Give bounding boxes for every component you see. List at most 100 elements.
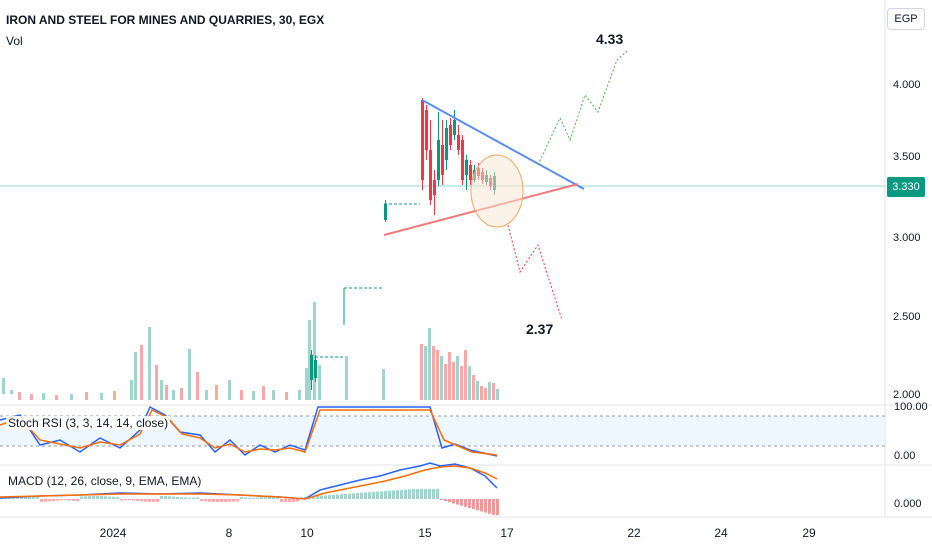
macd-bar	[376, 491, 379, 499]
macd-bar	[332, 494, 335, 499]
macd-bar	[112, 496, 115, 499]
volume-bar	[345, 356, 348, 400]
candle-body	[437, 140, 440, 180]
volume-bar	[492, 383, 495, 400]
macd-bar	[268, 496, 271, 499]
volume-bar	[318, 365, 321, 400]
volume-bar	[285, 392, 288, 400]
macd-label[interactable]: MACD (12, 26, close, 9, EMA, EMA)	[6, 474, 204, 488]
candle-body	[457, 135, 460, 150]
macd-bar	[296, 499, 299, 502]
macd-tick: 0.000	[894, 498, 922, 510]
date-tick: 24	[714, 526, 728, 540]
macd-bar	[32, 496, 35, 499]
price-tick: 3.000	[893, 232, 921, 244]
macd-bar	[88, 496, 91, 499]
volume-bar	[55, 395, 58, 400]
volume-bar	[420, 344, 423, 400]
macd-bar	[152, 499, 155, 502]
macd-bar	[412, 489, 415, 499]
macd-bar	[460, 499, 463, 506]
macd-bar	[184, 497, 187, 499]
target-up-label[interactable]: 4.33	[596, 31, 624, 47]
projection-down-path[interactable]	[507, 224, 563, 321]
macd-bar	[264, 496, 267, 499]
macd-bar	[232, 499, 235, 502]
currency-button[interactable]: EGP	[887, 8, 925, 30]
macd-bar	[224, 499, 227, 502]
candle-body	[433, 180, 436, 195]
volume-bar	[488, 382, 491, 400]
volume-bar	[172, 390, 175, 400]
symbol-title[interactable]: IRON AND STEEL FOR MINES AND QUARRIES, 3…	[6, 13, 325, 27]
candle-body	[310, 355, 313, 380]
macd-bar	[56, 499, 59, 501]
volume-bar	[140, 345, 143, 400]
volume-bar	[440, 356, 443, 400]
macd-bar	[132, 499, 135, 501]
macd-bar	[360, 492, 363, 499]
stoch-rsi-k-line	[0, 405, 498, 457]
date-tick: 15	[418, 526, 432, 540]
macd-bar	[116, 497, 119, 499]
volume-bar	[10, 390, 13, 394]
stoch-rsi-label[interactable]: Stoch RSI (3, 3, 14, 14, close)	[6, 416, 171, 430]
macd-bar	[484, 499, 487, 513]
volume-bar	[85, 392, 88, 400]
candle-body	[314, 360, 317, 378]
macd-bar	[416, 489, 419, 499]
macd-bar	[340, 494, 343, 499]
macd-bar	[444, 499, 447, 502]
volume-bar	[448, 352, 451, 400]
volume-bar	[436, 350, 439, 400]
macd-bar	[92, 496, 95, 499]
macd-bar	[260, 497, 263, 499]
macd-bar	[40, 499, 43, 502]
candle-body	[461, 140, 464, 180]
volume-label[interactable]: Vol	[6, 34, 23, 48]
volume-bar	[228, 380, 231, 400]
price-tick: 2.500	[893, 311, 921, 323]
price-tick: 2.000	[893, 389, 921, 401]
macd-bar	[496, 499, 499, 515]
macd-bar	[284, 499, 287, 502]
macd-bar	[320, 495, 323, 499]
macd-bar	[396, 490, 399, 499]
highlight-ellipse[interactable]	[470, 154, 524, 228]
stoch-tick: 0.00	[894, 450, 916, 462]
macd-bar	[180, 497, 183, 499]
macd-bar	[36, 496, 39, 499]
volume-bar	[240, 390, 243, 400]
macd-bar	[356, 493, 359, 499]
volume-bar	[456, 356, 459, 400]
volume-bar	[160, 380, 163, 400]
date-tick: 29	[802, 526, 816, 540]
macd-bar	[68, 499, 71, 501]
macd-bar	[128, 499, 131, 501]
volume-bar	[464, 350, 467, 400]
date-tick: 8	[225, 526, 233, 540]
macd-bar	[480, 499, 483, 512]
macd-bar	[156, 499, 159, 502]
volume-bar	[148, 327, 151, 400]
volume-bar	[155, 365, 158, 400]
target-down-label[interactable]: 2.37	[526, 321, 554, 337]
upper-trendline[interactable]	[421, 99, 585, 190]
macd-bar	[244, 497, 247, 499]
candle-body	[425, 110, 428, 150]
macd-bar	[252, 497, 255, 499]
macd-bar	[388, 490, 391, 499]
macd-bar	[348, 493, 351, 499]
candle-body	[429, 150, 432, 200]
macd-bar	[208, 499, 211, 502]
last-price-badge: 3.330	[887, 177, 925, 197]
volume-bar	[424, 346, 427, 400]
macd-histogram	[0, 489, 499, 515]
projection-up-path[interactable]	[537, 49, 629, 166]
volume-bar	[308, 320, 311, 400]
price-tick: 4.000	[893, 79, 921, 91]
macd-bar	[236, 499, 239, 502]
macd-bar	[316, 495, 319, 499]
macd-bar	[28, 496, 31, 499]
